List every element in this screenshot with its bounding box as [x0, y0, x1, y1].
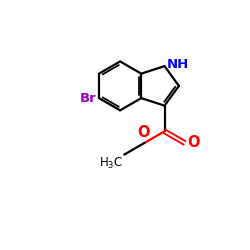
Text: NH: NH	[166, 58, 189, 71]
Text: O: O	[187, 136, 200, 150]
Text: Br: Br	[79, 92, 96, 104]
Text: O: O	[137, 126, 149, 140]
Text: H$_3$C: H$_3$C	[99, 156, 123, 171]
